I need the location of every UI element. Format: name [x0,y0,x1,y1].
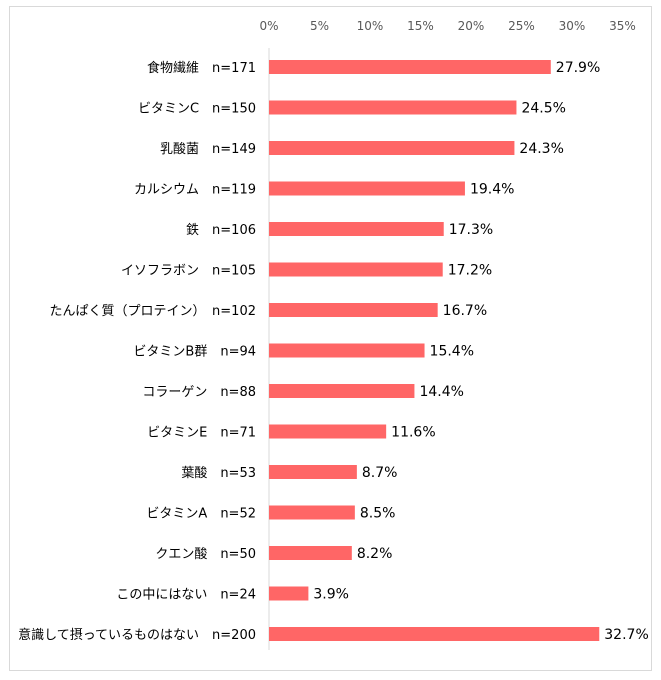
value-label: 17.2% [448,263,492,279]
category-label: ビタミンA n=52 [146,507,256,522]
bar [269,627,600,641]
category-label: 鉄 n=106 [186,223,256,238]
category-label: たんぱく質（プロテイン） n=102 [50,304,256,319]
value-label: 17.3% [449,222,493,238]
bar [269,546,352,560]
category-label: 葉酸 n=53 [181,466,256,481]
x-tick-label: 25% [508,19,535,33]
value-label: 16.7% [443,303,487,319]
chart-frame [9,6,652,671]
value-label: 3.9% [313,587,349,603]
x-tick-label: 10% [357,19,384,33]
bar [269,343,425,358]
category-label: ビタミンE n=71 [147,426,256,441]
x-tick-label: 0% [259,19,278,33]
category-label: イソフラボン n=105 [121,264,256,279]
x-axis-ticks: 0% 5% 10% 15% 20% 25% 30% 35% [259,19,635,33]
category-label: カルシウム n=119 [134,183,256,198]
category-label: ビタミンB群 n=94 [133,345,256,360]
x-tick-label: 5% [310,19,329,33]
x-tick-label: 20% [458,19,485,33]
value-label: 15.4% [430,344,474,360]
value-label: 32.7% [604,627,648,643]
value-label: 14.4% [419,384,463,400]
x-tick-label: 35% [609,19,636,33]
category-label: この中にはない n=24 [116,588,256,603]
value-label: 11.6% [391,425,435,441]
bar [269,60,551,74]
bar [269,181,465,196]
x-tick-label: 15% [407,19,434,33]
value-label: 8.7% [362,465,398,481]
category-label: 食物繊維 n=171 [147,60,256,76]
bar [269,384,415,398]
bars [269,60,600,641]
bar [269,262,443,277]
bar [269,303,438,317]
bar [269,100,517,115]
value-label: 27.9% [556,60,600,76]
bar [269,465,357,479]
bar [269,505,355,520]
bar [269,222,444,236]
category-label: クエン酸 n=50 [155,547,256,562]
value-label: 19.4% [470,182,514,198]
value-label: 24.3% [519,141,563,157]
category-labels: 食物繊維 n=171 ビタミンC n=150 乳酸菌 n=149 カルシウム n=11… [18,60,256,643]
category-label: コラーゲン n=88 [142,385,256,400]
bar [269,424,387,439]
bar [269,586,309,601]
value-label: 24.5% [521,101,565,117]
category-label: ビタミンC n=150 [138,102,256,117]
value-labels: 27.9% 24.5% 24.3% 19.4% 17.3% 17.2% 16.7% 15.4%… [313,60,648,643]
category-label: 意識して摂っているものはない n=200 [18,627,256,643]
value-label: 8.5% [360,506,396,522]
value-label: 8.2% [357,546,393,562]
category-label: 乳酸菌 n=149 [160,142,256,157]
bar [269,141,515,155]
x-tick-label: 30% [559,19,586,33]
